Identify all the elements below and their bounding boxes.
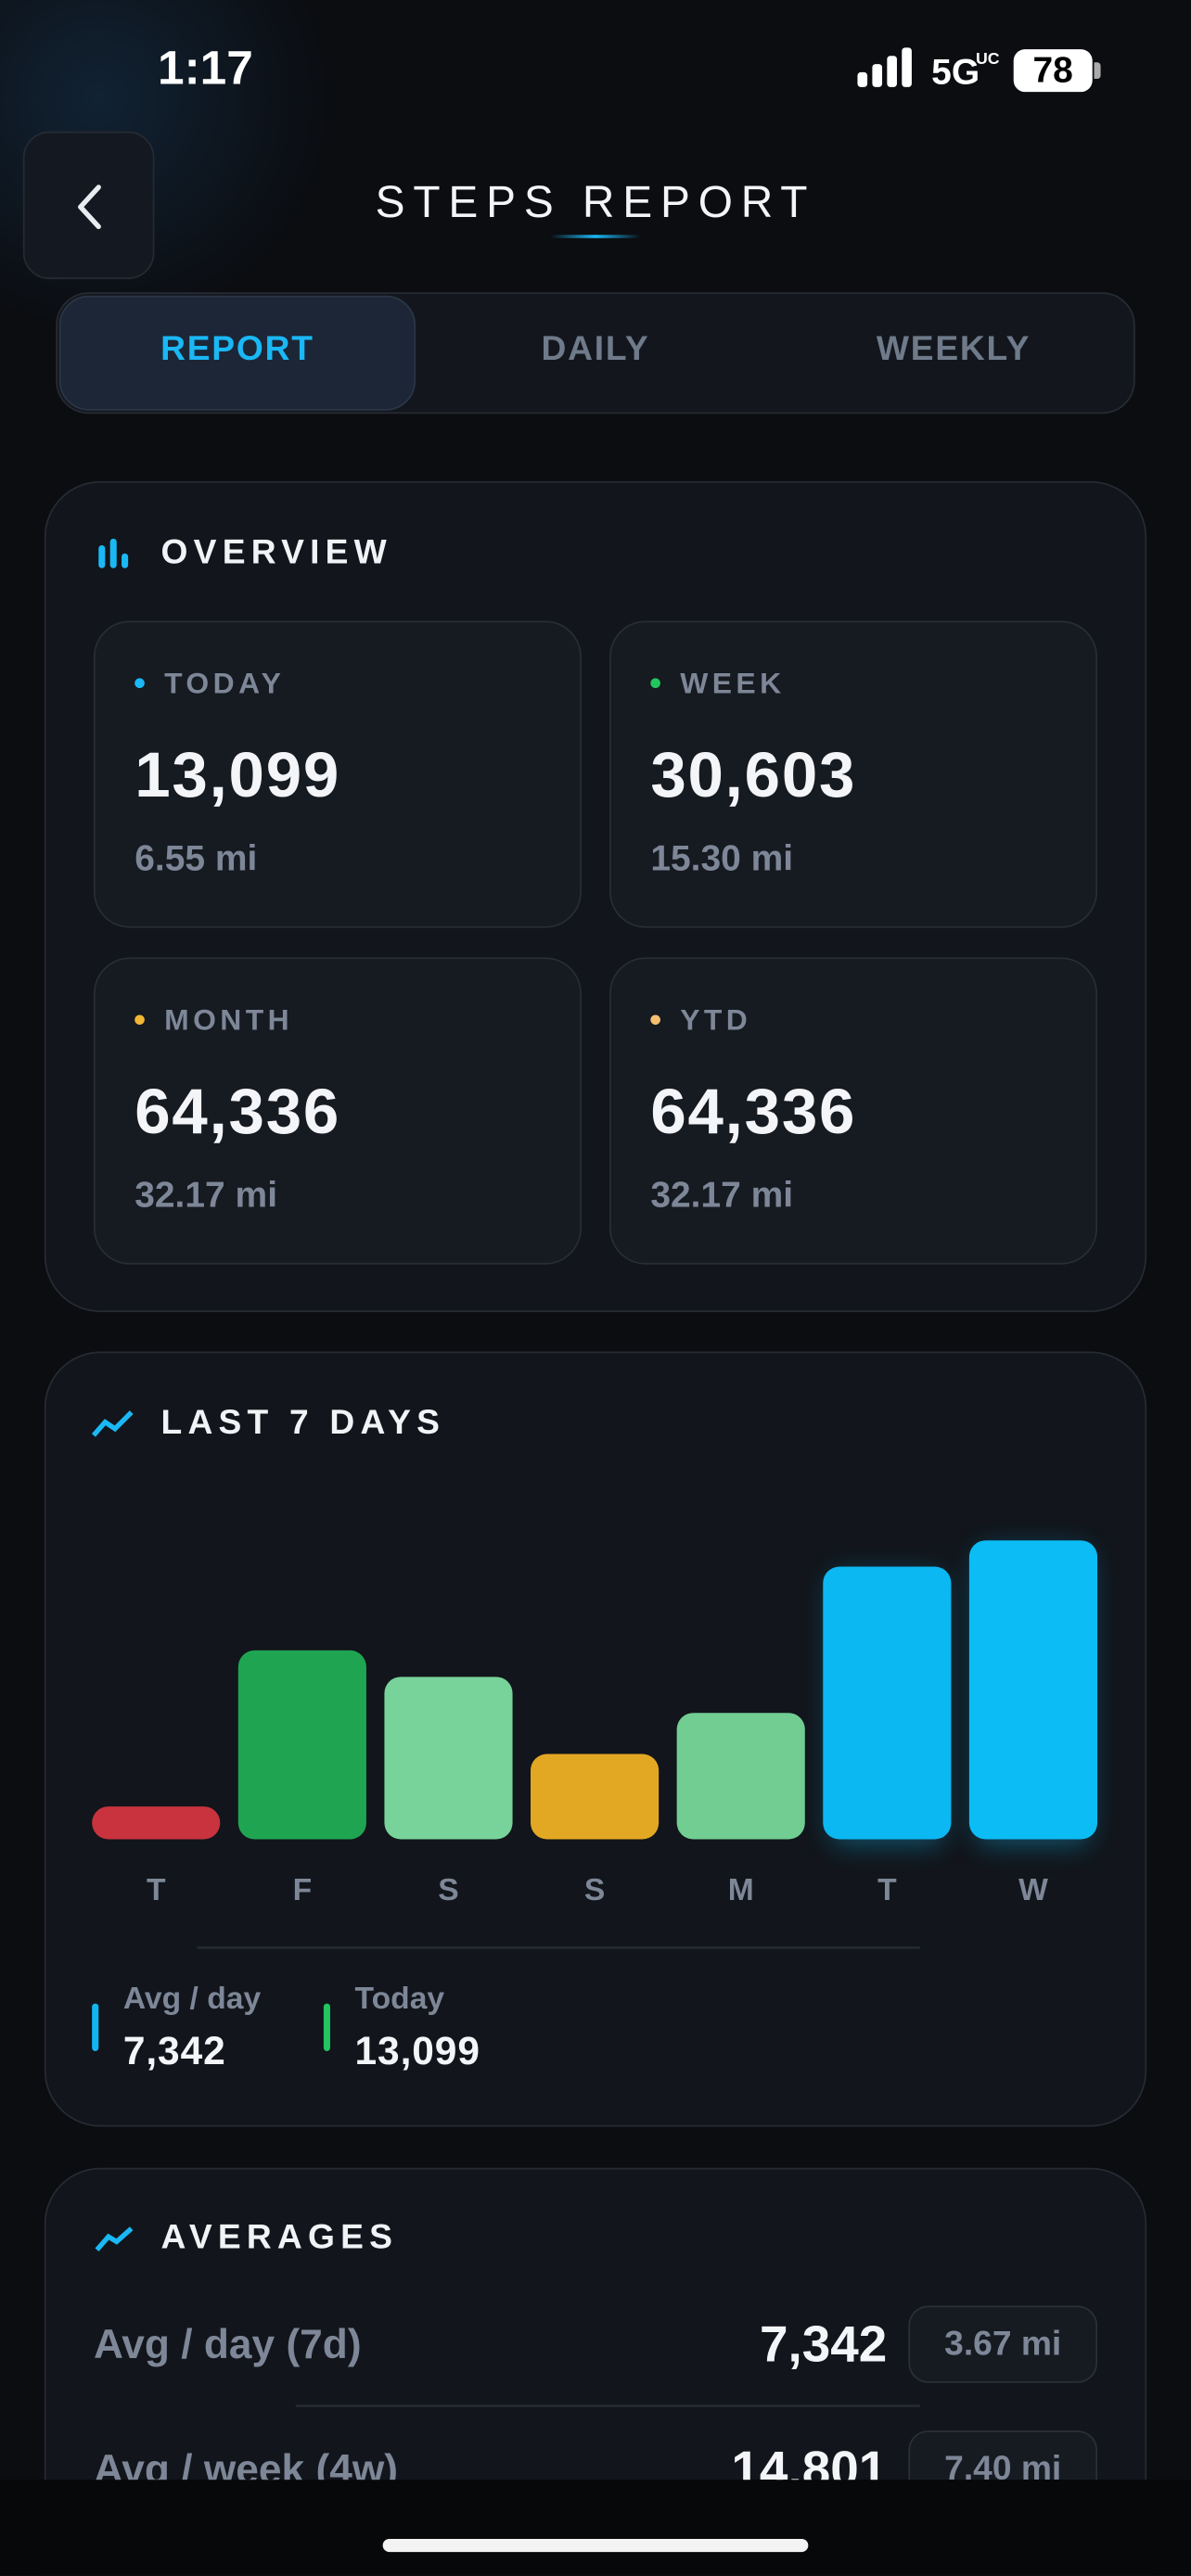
stat-card [93,957,582,1265]
signal-bar [857,71,868,87]
distance-pill [908,2305,1098,2383]
network-sup: UC [975,50,1000,70]
bottom-bar [0,2480,1191,2575]
home-indicator [382,2538,809,2553]
bar [823,1566,952,1840]
tab[interactable]: WEEKLY [876,329,1031,368]
tab-highlight [58,295,416,411]
stat-card [609,957,1098,1265]
summary-marker [323,2003,330,2051]
status-time: 1:17 [158,43,253,96]
stat-label: MONTH [164,1003,294,1037]
battery: 78 [1013,49,1093,93]
bar [92,1806,221,1840]
signal-bar [872,64,883,87]
back-button[interactable] [22,131,155,280]
x-tick-label: S [438,1873,458,1907]
screen-title: STEPS REPORT [375,177,816,227]
stat-steps: 64,336 [134,1077,341,1148]
battery-tip [1094,62,1101,80]
trend-icon [95,2226,134,2252]
chart-title: LAST 7 DAYS [160,1404,446,1442]
bar [384,1677,513,1840]
x-tick-label: M [728,1873,754,1907]
bar [968,1540,1098,1840]
stat-dot [134,1014,145,1026]
signal-bar [887,56,897,87]
stat-card [609,620,1098,928]
stat-card [93,620,582,928]
stat-label: WEEK [680,667,786,700]
summary-label: Today [354,1982,445,2017]
bar [531,1753,660,1840]
x-tick-label: F [293,1873,313,1907]
bars-icon [98,544,106,568]
bar [676,1713,805,1840]
avg-distance: 3.67 mi [944,2325,1062,2364]
title-underline [550,235,641,238]
section-title: OVERVIEW [160,533,392,572]
stat-dot [650,678,660,689]
x-tick-label: S [584,1873,605,1907]
stat-steps: 64,336 [650,1077,857,1148]
stat-distance: 15.30 mi [650,837,794,879]
avg-steps: 7,342 [759,2315,888,2374]
stat-dot [134,678,145,689]
stat-distance: 6.55 mi [134,837,258,879]
summary-value: 13,099 [354,2029,480,2074]
stat-distance: 32.17 mi [134,1174,278,1216]
stat-steps: 13,099 [134,740,341,811]
tab[interactable]: REPORT [160,329,314,368]
network: 5G [931,50,980,93]
stat-distance: 32.17 mi [650,1174,794,1216]
chart-panel [44,1351,1147,2127]
bar [237,1650,366,1840]
avg-label: Avg / day (7d) [93,2322,362,2368]
x-tick-label: T [147,1873,166,1907]
back-icon [78,185,101,230]
stat-steps: 30,603 [650,740,857,811]
tab[interactable]: DAILY [541,329,650,368]
stat-dot [650,1014,660,1026]
trend-icon [91,1410,134,1437]
signal-bar [902,47,912,87]
stat-label: YTD [680,1003,752,1037]
x-tick-label: T [877,1873,897,1907]
stat-label: TODAY [164,667,286,700]
x-tick-label: W [1018,1873,1048,1907]
bars-icon [122,553,129,568]
bars-icon [109,538,117,568]
summary-marker [92,2003,99,2051]
section-title: AVERAGES [160,2218,399,2257]
summary-value: 7,342 [122,2029,226,2074]
summary-label: Avg / day [122,1982,262,2017]
